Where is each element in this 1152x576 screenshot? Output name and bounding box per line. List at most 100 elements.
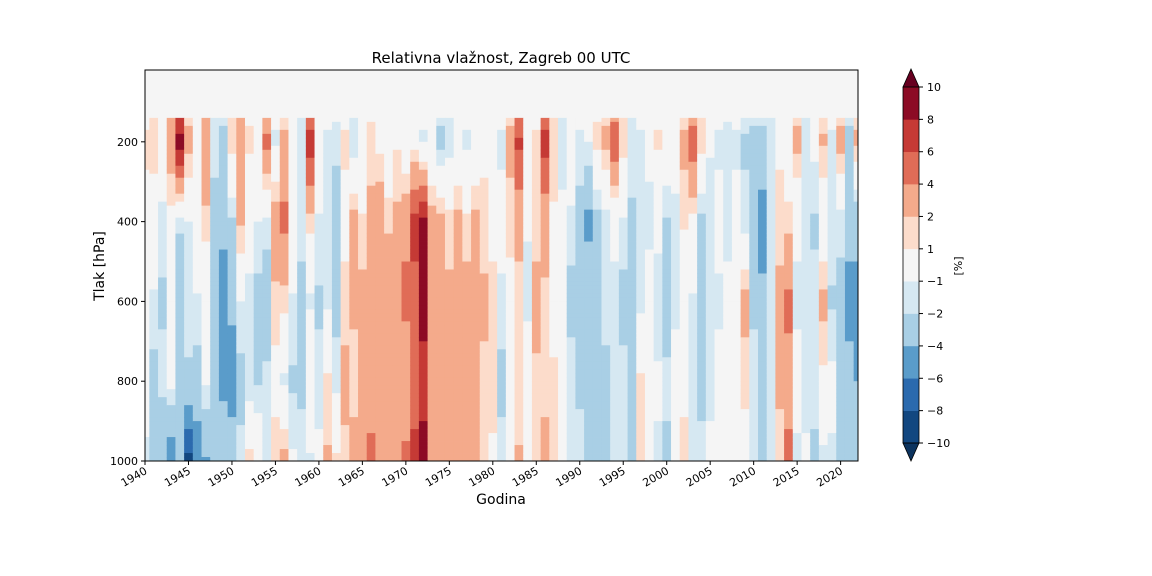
heatmap-cell [401,249,411,254]
heatmap-cell [358,389,368,394]
heatmap-cell [549,341,559,346]
heatmap-cell [297,333,307,338]
heatmap-cell [392,389,402,394]
heatmap-cell [323,349,333,354]
heatmap-cell [253,437,263,442]
heatmap-cell [166,301,176,306]
heatmap-cell [331,185,342,191]
heatmap-cell [584,145,594,151]
heatmap-cell [340,241,350,246]
heatmap-cell [366,177,376,183]
heatmap-cell [279,317,289,322]
heatmap-cell [427,337,437,342]
heatmap-cell [288,277,298,282]
heatmap-cell [488,249,498,254]
heatmap-cell [210,445,220,450]
heatmap-cell [401,261,411,266]
heatmap-cell [610,325,620,330]
heatmap-cell [514,217,524,223]
heatmap-cell [236,389,246,394]
heatmap-cell [549,249,559,254]
heatmap-cell [305,457,315,462]
heatmap-cell [253,349,263,354]
heatmap-cell [549,293,559,298]
heatmap-cell [601,225,611,230]
heatmap-cell [444,157,455,163]
heatmap-cell [436,165,446,171]
heatmap-cell [236,165,246,171]
heatmap-cell [610,173,620,179]
heatmap-cell [584,357,594,362]
heatmap-cell [497,425,507,430]
heatmap-cell [558,281,568,286]
heatmap-cell [601,377,611,382]
heatmap-cell [184,345,194,350]
heatmap-cell [514,389,524,394]
heatmap-cell [462,117,472,123]
heatmap-cell [262,229,272,234]
heatmap-cell [384,421,394,426]
heatmap-cell [592,297,602,302]
heatmap-cell [201,225,211,230]
heatmap-cell [479,333,489,338]
heatmap-cell [566,197,576,203]
heatmap-cell [218,321,229,326]
heatmap-cell [592,357,602,362]
heatmap-cell [384,377,394,382]
heatmap-cell [192,441,202,446]
heatmap-cell [523,237,533,242]
heatmap-cell [514,221,524,226]
heatmap-cell [488,181,498,187]
heatmap-cell [305,205,315,211]
heatmap-cell [610,137,620,143]
heatmap-cell [427,393,437,398]
heatmap-cell [375,353,385,358]
heatmap-cell [488,125,498,131]
heatmap-cell [453,165,463,171]
heatmap-cell [418,137,428,143]
heatmap-cell [479,197,489,203]
heatmap-cell [323,361,333,366]
heatmap-cell [549,449,559,454]
heatmap-cell [192,349,202,354]
heatmap-cell [210,389,220,394]
heatmap-cell [271,385,281,390]
heatmap-cell [166,329,176,334]
heatmap-cell [610,205,620,211]
heatmap-cell [462,405,472,410]
heatmap-cell [392,333,402,338]
heatmap-cell [497,309,507,314]
heatmap-cell [418,333,428,338]
heatmap-cell [227,313,237,318]
heatmap-cell [627,353,637,358]
heatmap-cell [192,225,202,230]
heatmap-cell [453,373,463,378]
heatmap-cell [218,117,229,123]
heatmap-cell [575,137,585,143]
heatmap-cell [149,281,159,286]
heatmap-cell [436,297,446,302]
heatmap-cell [279,393,289,398]
heatmap-cell [375,277,385,282]
heatmap-cell [401,409,411,414]
heatmap-cell [410,193,420,199]
heatmap-cell [375,425,385,430]
heatmap-cell [192,381,202,386]
heatmap-cell [497,289,507,294]
heatmap-cell [575,373,585,378]
heatmap-cell [627,309,637,314]
heatmap-cell [549,397,559,402]
heatmap-cell [575,353,585,358]
heatmap-cell [323,225,333,230]
heatmap-cell [349,209,359,215]
heatmap-cell [410,285,420,290]
heatmap-cell [627,261,637,266]
heatmap-cell [279,177,289,183]
heatmap-cell [262,225,272,230]
heatmap-cell [192,189,202,195]
heatmap-cell [584,361,594,366]
heatmap-cell [149,189,159,195]
heatmap-cell [271,437,281,442]
heatmap-cell [636,321,646,326]
